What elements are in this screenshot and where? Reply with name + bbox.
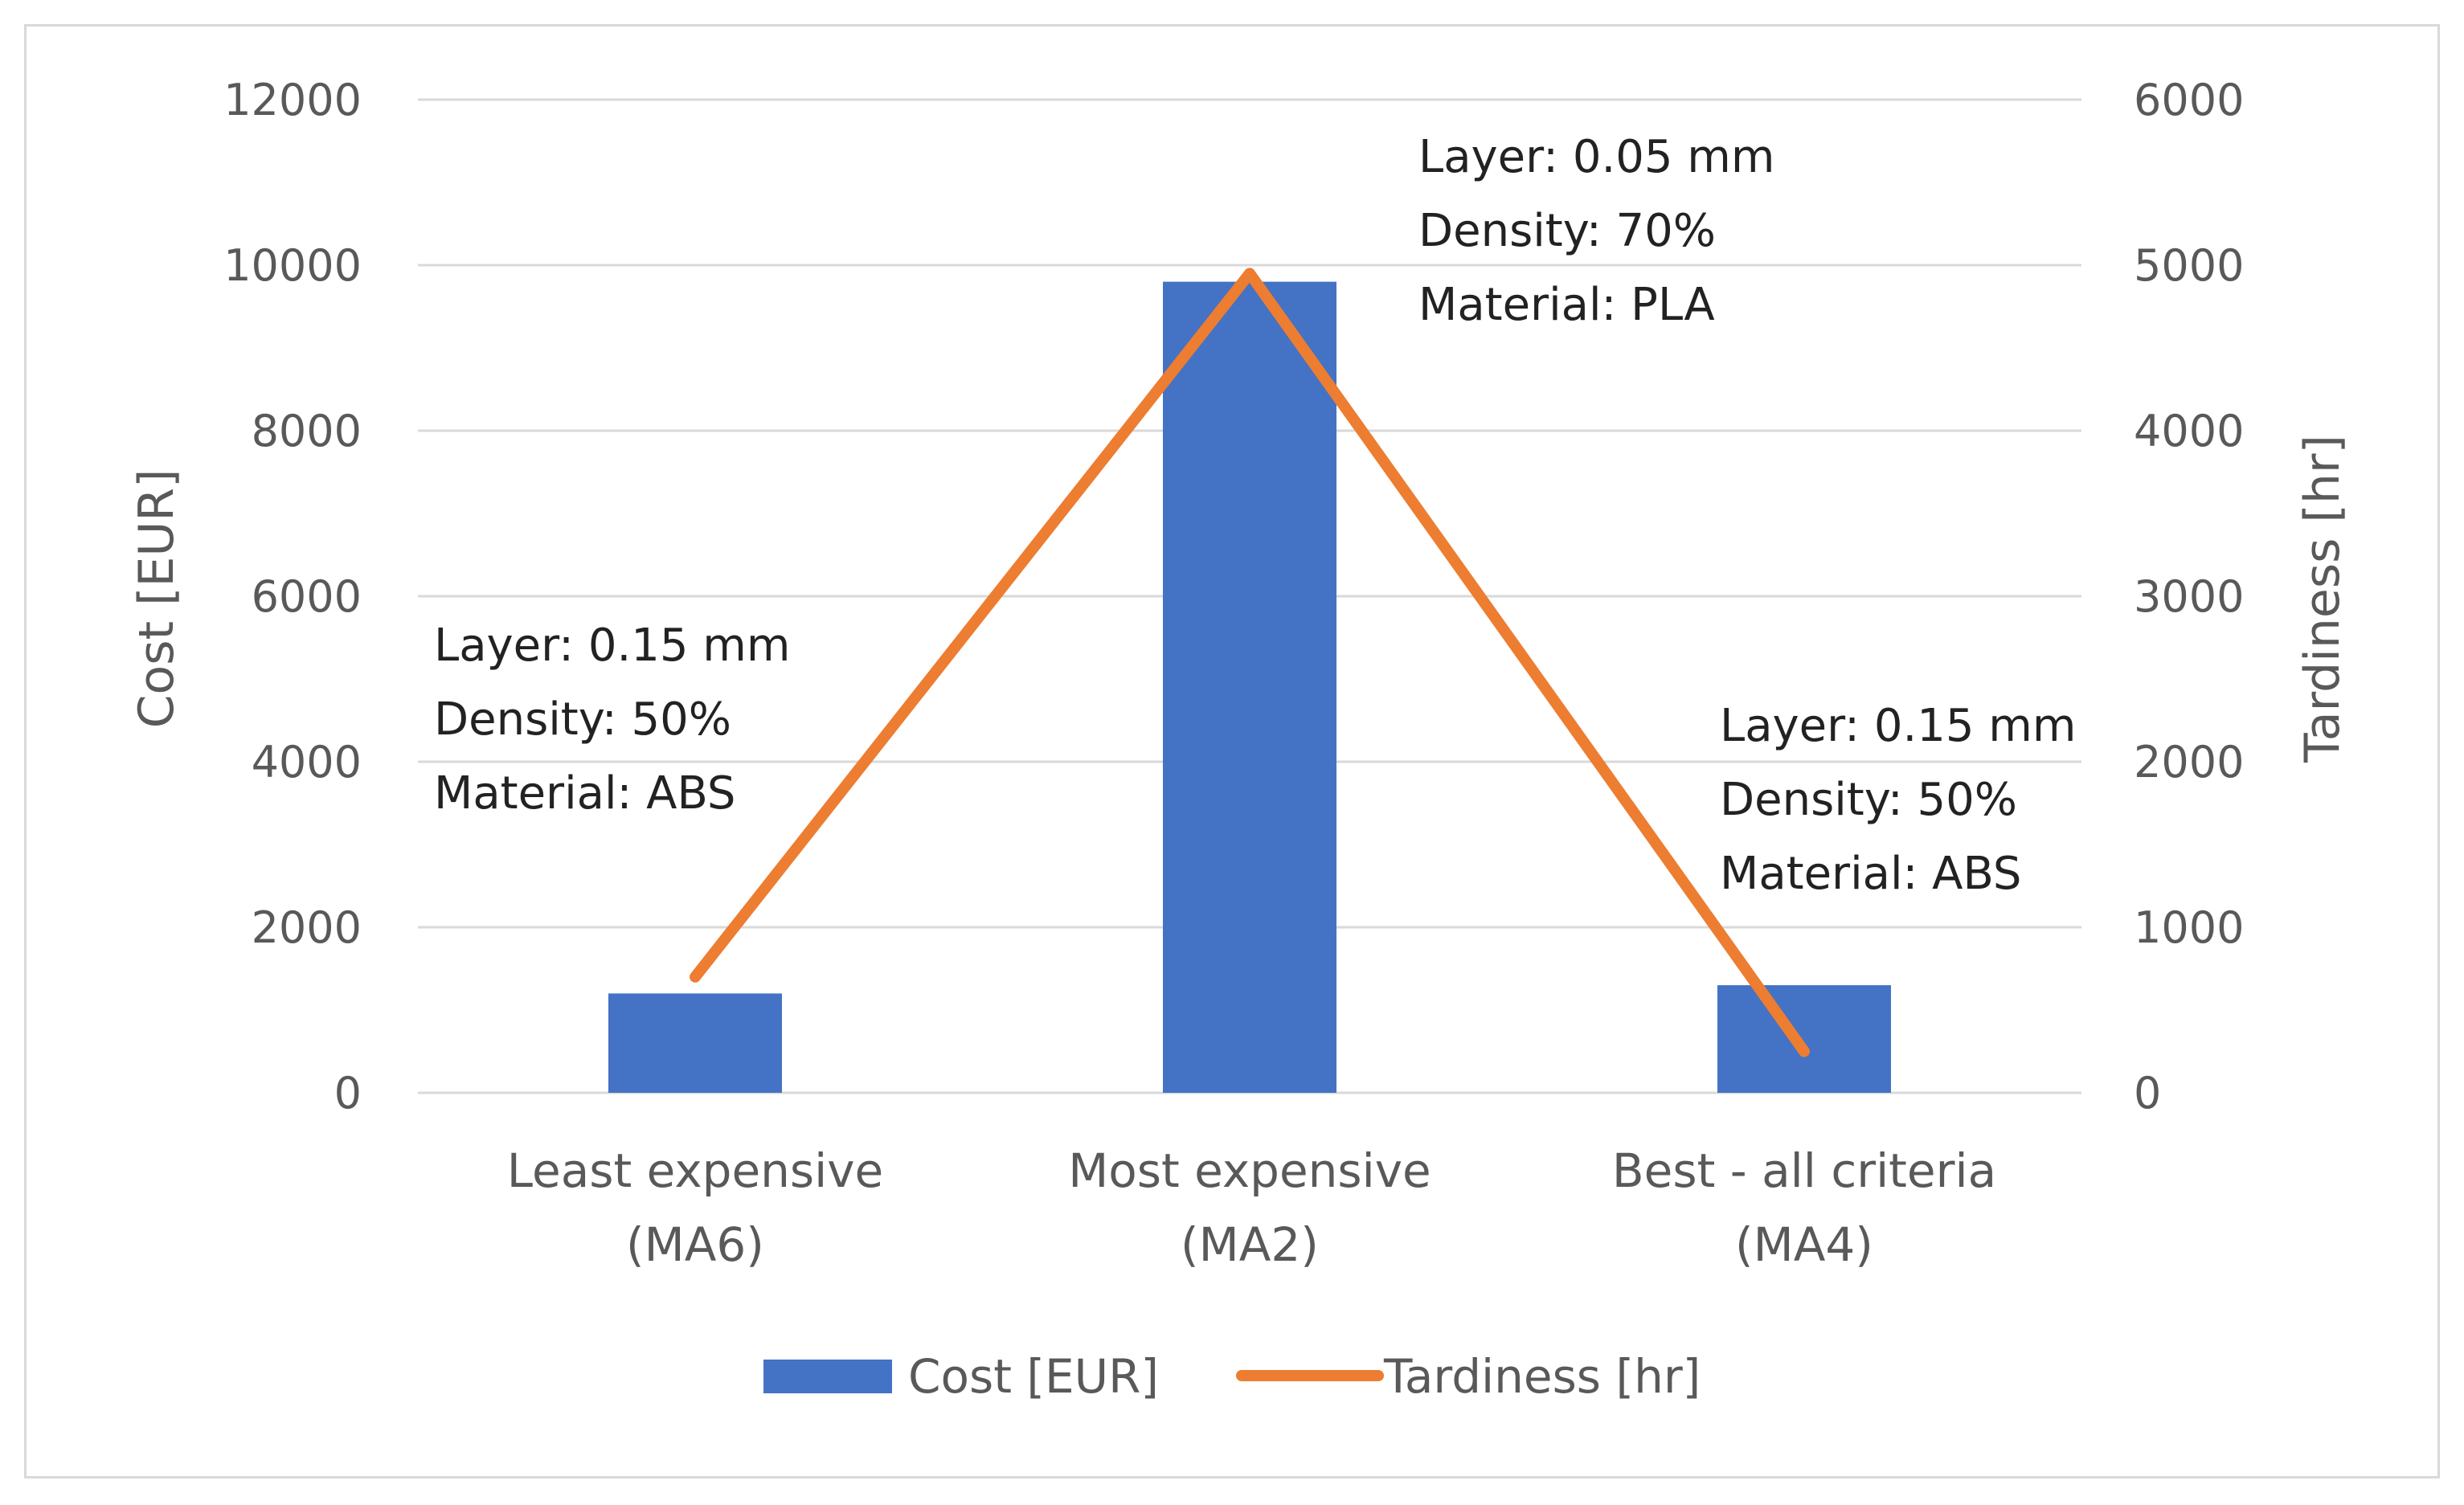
- annotations: Layer: 0.15 mm Density: 50% Material: ABS L…: [434, 131, 2076, 900]
- annotation-line: Layer: 0.15 mm: [1720, 700, 2076, 752]
- left-tick-label: 0: [334, 1068, 362, 1119]
- cost-bar: [1717, 985, 1891, 1093]
- annotation-line: Material: PLA: [1418, 279, 1715, 331]
- category-label: Best - all criteria: [1612, 1143, 1996, 1198]
- legend-label-tardiness: Tardiness [hr]: [1383, 1349, 1701, 1404]
- annotation-line: Material: ABS: [1720, 848, 2021, 900]
- category-labels: Least expensive (MA6) Most expensive (MA2) B…: [507, 1143, 1996, 1272]
- cost-bar: [608, 993, 782, 1093]
- category-label: (MA6): [626, 1217, 764, 1272]
- tardiness-line-path: [690, 268, 1810, 1057]
- annotation-line: Density: 70%: [1418, 205, 1716, 257]
- annotation-line: Layer: 0.15 mm: [434, 620, 790, 672]
- annotation-line: Layer: 0.05 mm: [1418, 131, 1774, 183]
- legend-label-cost: Cost [EUR]: [908, 1349, 1159, 1404]
- left-tick-label: 6000: [252, 571, 362, 622]
- right-tick-label: 4000: [2134, 406, 2244, 456]
- left-tick-label: 4000: [252, 737, 362, 787]
- annotation-line: Material: ABS: [434, 767, 735, 820]
- left-tick-label: 12000: [223, 75, 362, 125]
- category-label: Least expensive: [507, 1143, 884, 1198]
- right-tick-label: 6000: [2134, 75, 2244, 125]
- left-tick-label: 8000: [252, 406, 362, 456]
- cost-bars: [608, 281, 1891, 1094]
- right-tick-label: 2000: [2134, 737, 2244, 787]
- right-axis-ticks: 0 1000 2000 3000 4000 5000 6000: [2134, 75, 2244, 1119]
- category-label: (MA2): [1181, 1217, 1319, 1272]
- left-tick-label: 10000: [223, 240, 362, 291]
- legend-swatch-cost: [763, 1360, 892, 1393]
- right-tick-label: 3000: [2134, 571, 2244, 622]
- right-tick-label: 0: [2134, 1068, 2161, 1119]
- right-tick-label: 5000: [2134, 240, 2244, 291]
- tardiness-line: [690, 268, 1810, 1057]
- right-tick-label: 1000: [2134, 902, 2244, 953]
- annotation-line: Density: 50%: [1720, 774, 2017, 826]
- left-tick-label: 2000: [252, 902, 362, 953]
- category-label: Most expensive: [1068, 1143, 1431, 1198]
- y-axis-title-left: Cost [EUR]: [129, 469, 185, 729]
- category-label: (MA4): [1735, 1217, 1873, 1272]
- legend: Cost [EUR] Tardiness [hr]: [763, 1349, 1701, 1404]
- y-axis-title-right: Tardiness [hr]: [2294, 435, 2351, 763]
- annotation-line: Density: 50%: [434, 693, 731, 746]
- cost-bar: [1163, 281, 1336, 1094]
- left-axis-ticks: 0 2000 4000 6000 8000 10000 12000: [223, 75, 362, 1119]
